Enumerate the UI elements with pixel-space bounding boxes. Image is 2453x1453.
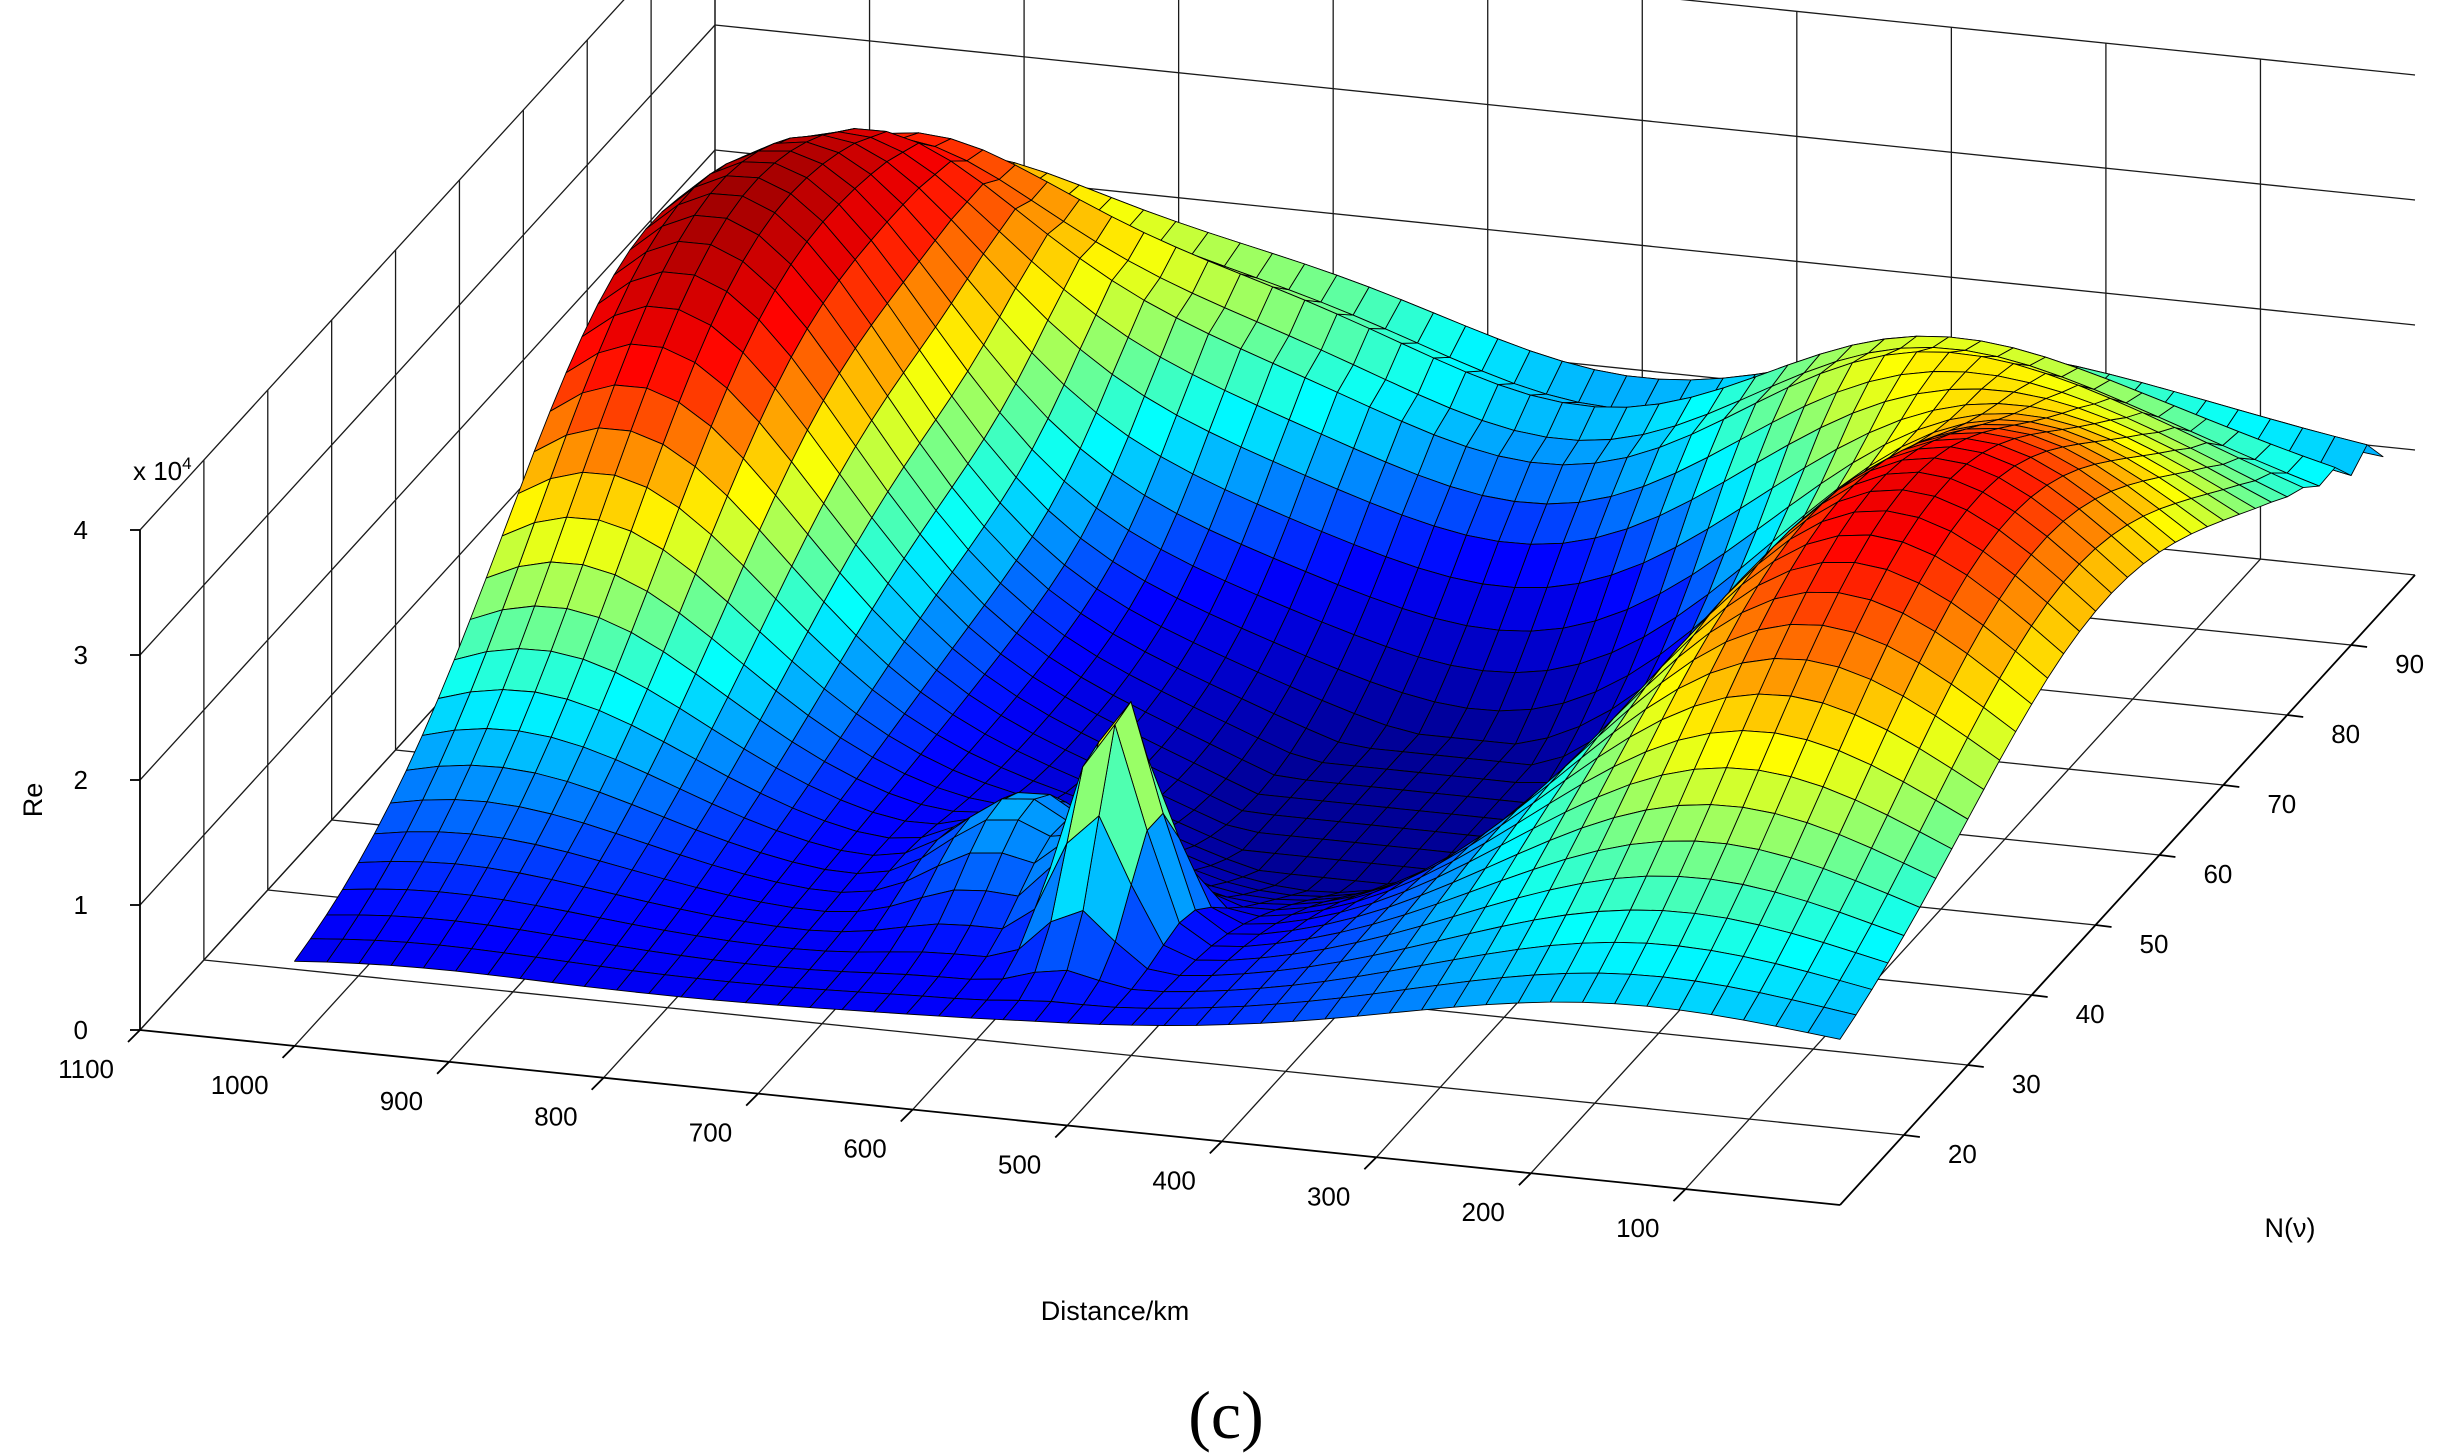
x-tick-label: 900 [380,1086,423,1116]
floor-gridline-y [203,959,1904,1136]
back-wall-gridline-z [1680,0,2416,76]
floor-gridline-x [1684,558,2261,1190]
x-tick-mark [1054,1124,1068,1139]
y-tick-mark [2350,644,2368,648]
x-axis-label: Distance/km [1041,1296,1190,1326]
surface-cell [294,938,344,963]
z-tick-label: 2 [74,765,88,795]
y-tick-mark [2095,924,2112,928]
y-tick-label: 50 [2140,929,2169,959]
surface-plot [294,128,2384,1040]
x-tick-mark [745,1092,759,1107]
x-tick-mark [436,1061,450,1075]
x-tick-mark [1363,1156,1378,1170]
x-tick-label: 1100 [58,1054,114,1084]
x-tick-mark [281,1045,296,1059]
x-tick-label: 600 [843,1134,886,1164]
x-tick-mark [1518,1172,1532,1186]
left-wall-gridline-z [139,149,716,781]
left-wall-gridline-z [139,0,625,531]
x-tick-mark [1672,1188,1687,1202]
z-tick-label: 1 [74,890,88,920]
figure-caption: (c) [1188,1377,1263,1453]
y-tick-label: 80 [2331,719,2360,749]
y-axis-line [1839,574,2416,1206]
left-wall-gridline-z [139,24,716,656]
x-tick-label: 100 [1616,1213,1659,1243]
y-tick-label: 30 [2012,1069,2041,1099]
y-tick-label: 20 [1948,1139,1977,1169]
z-tick-label: 4 [74,515,88,545]
y-tick-mark [2287,714,2304,718]
x-tick-label: 800 [534,1102,577,1132]
y-tick-label: 70 [2267,789,2296,819]
tick-labels: 1100100090080070060050040030020010020304… [58,515,2424,1243]
y-tick-mark [2223,784,2240,788]
x-axis-line [139,1029,1841,1206]
z-tick-label: 3 [74,640,88,670]
x-tick-mark [900,1108,914,1123]
x-tick-label: 300 [1307,1181,1350,1211]
x-tick-label: 200 [1462,1197,1505,1227]
z-axis-label: Re [18,783,48,818]
y-tick-mark [1903,1134,1921,1138]
y-tick-mark [1967,1064,1984,1068]
chart-axes [127,529,2416,1206]
x-tick-mark [1209,1140,1223,1155]
x-tick-label: 400 [1152,1165,1195,1195]
z-tick-label: 0 [74,1015,88,1045]
back-wall-gridline-z [714,24,2416,201]
y-axis-label: N(ν) [2265,1213,2316,1243]
y-tick-label: 40 [2076,999,2105,1029]
y-tick-label: 60 [2203,859,2232,889]
x-tick-label: 500 [998,1149,1041,1179]
x-tick-mark [590,1077,605,1091]
x-tick-mark [127,1029,141,1043]
x-tick-label: 700 [689,1118,732,1148]
z-exponent-label: x 104 [133,454,192,486]
y-tick-label: 90 [2395,649,2424,679]
y-tick-mark [2159,854,2176,858]
y-tick-mark [2031,994,2048,998]
x-tick-label: 1000 [211,1070,269,1100]
